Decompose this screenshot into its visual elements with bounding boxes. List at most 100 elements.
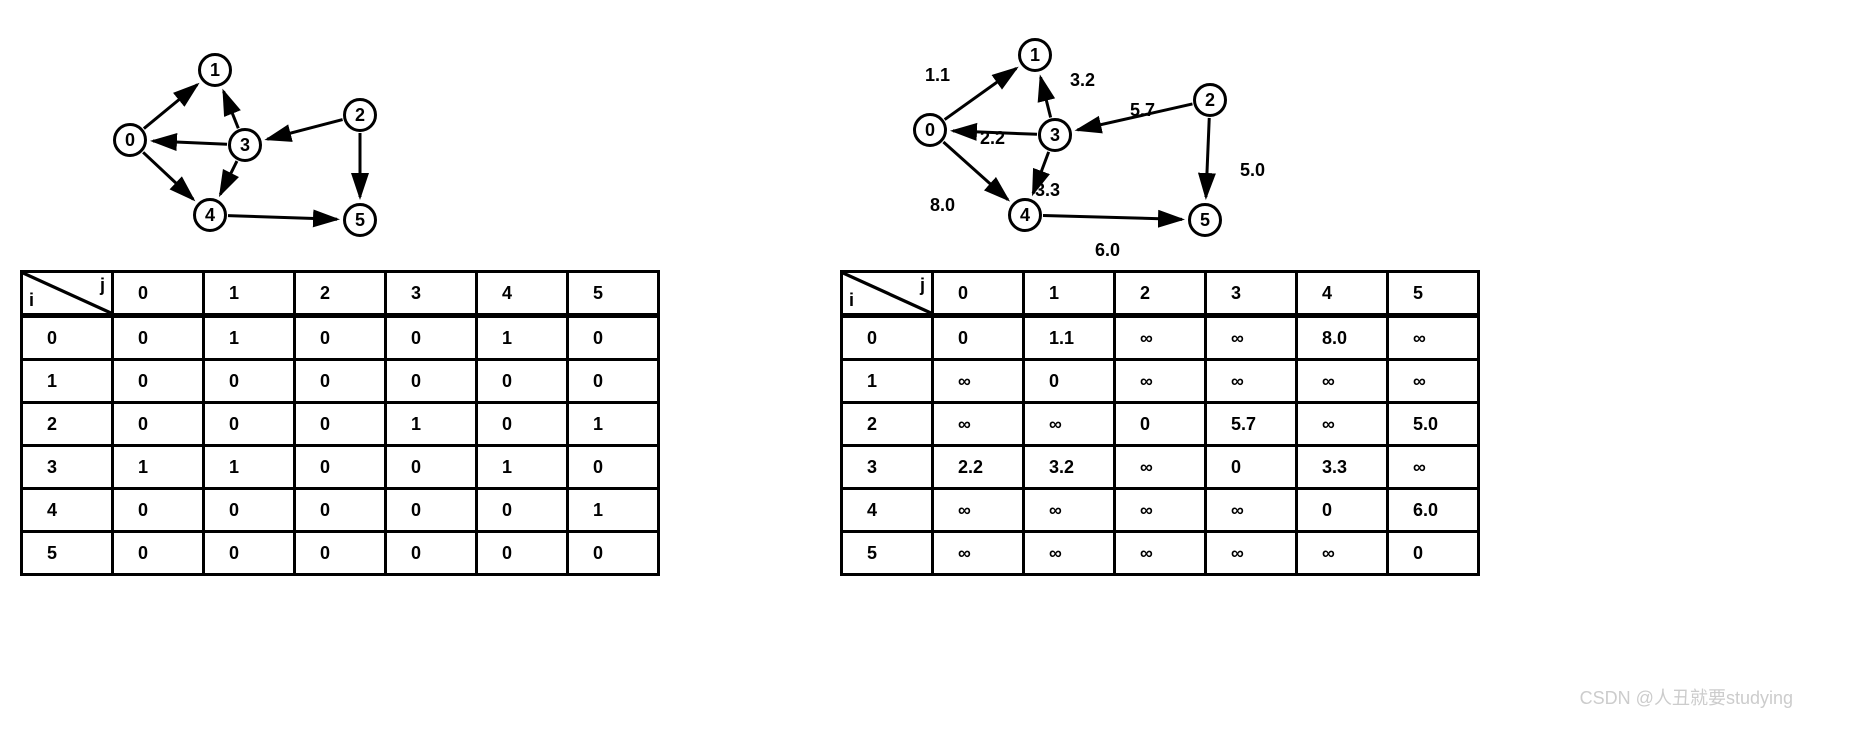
cell: ∞ [1388,316,1479,360]
cell: ∞ [933,489,1024,532]
cell: 0 [386,360,477,403]
cell: ∞ [1206,360,1297,403]
col-header: 1 [204,272,295,316]
cell: 6.0 [1388,489,1479,532]
edge-2-3 [267,120,342,140]
cell: ∞ [1206,489,1297,532]
cell: 0 [113,316,204,360]
edge-2-5 [1206,118,1209,197]
table-corner: ij [22,272,113,316]
cell: 0 [1297,489,1388,532]
cell: 0 [204,360,295,403]
cell: 0 [933,316,1024,360]
col-header: 1 [1024,272,1115,316]
cell: 1 [477,316,568,360]
cell: 0 [295,360,386,403]
col-axis-label: j [100,275,105,296]
edge-weight-3-1: 3.2 [1070,70,1095,91]
cell: 8.0 [1297,316,1388,360]
cell: 5.0 [1388,403,1479,446]
cell: ∞ [933,532,1024,575]
left-panel: 012345 ij0123450010010100000020001013110… [20,20,660,576]
cell: 1.1 [1024,316,1115,360]
edge-weight-2-5: 5.0 [1240,160,1265,181]
cell: 0 [1206,446,1297,489]
cell: 1 [204,316,295,360]
cell: 0 [295,316,386,360]
graph-node-2: 2 [1193,83,1227,117]
cell: 2.2 [933,446,1024,489]
edge-weight-2-3: 5.7 [1130,100,1155,121]
cell: 0 [386,532,477,575]
col-header: 3 [386,272,477,316]
cell: 0 [204,532,295,575]
cell: 1 [204,446,295,489]
cell: ∞ [1115,532,1206,575]
col-header: 0 [113,272,204,316]
cell: 0 [113,403,204,446]
edge-3-1 [1041,77,1051,117]
cell: 0 [295,446,386,489]
cell: ∞ [1115,360,1206,403]
edge-4-5 [1043,215,1182,219]
cell: 1 [386,403,477,446]
cell: 3.3 [1297,446,1388,489]
cell: ∞ [1115,316,1206,360]
cell: 0 [386,316,477,360]
edge-0-4 [943,142,1007,200]
edge-3-0 [153,141,227,144]
right-panel: 0123451.18.05.75.02.23.23.36.0 ij0123450… [840,20,1480,576]
cell: ∞ [1115,489,1206,532]
cell: ∞ [1206,316,1297,360]
cell: 1 [113,446,204,489]
cell: 0 [295,489,386,532]
cell: 0 [477,489,568,532]
col-header: 5 [1388,272,1479,316]
cell: 0 [477,403,568,446]
cell: 0 [386,446,477,489]
col-header: 5 [568,272,659,316]
right-graph-edges [840,20,1340,260]
col-header: 3 [1206,272,1297,316]
edge-0-1 [144,85,197,129]
graph-node-5: 5 [1188,203,1222,237]
cell: 1 [568,489,659,532]
right-graph: 0123451.18.05.75.02.23.23.36.0 [840,20,1340,260]
edge-0-4 [143,152,193,199]
cell: 5.7 [1206,403,1297,446]
cell: ∞ [933,403,1024,446]
cell: 0 [295,532,386,575]
cell: ∞ [1206,532,1297,575]
edge-weight-4-5: 6.0 [1095,240,1120,261]
cell: 0 [113,360,204,403]
cell: ∞ [1388,360,1479,403]
graph-node-3: 3 [228,128,262,162]
edge-3-1 [224,91,239,128]
edge-0-1 [945,68,1017,119]
cell: ∞ [1388,446,1479,489]
cell: 0 [568,446,659,489]
col-header: 2 [295,272,386,316]
row-axis-label: i [29,290,34,311]
cell: 1 [477,446,568,489]
left-graph: 012345 [20,20,520,260]
cell: 0 [1388,532,1479,575]
row-header: 5 [22,532,113,575]
edge-weight-0-4: 8.0 [930,195,955,216]
cell: ∞ [1024,532,1115,575]
cell: 0 [204,489,295,532]
row-header: 3 [22,446,113,489]
cell: 0 [568,316,659,360]
edge-4-5 [228,216,337,220]
cell: ∞ [1297,532,1388,575]
edge-weight-0-1: 1.1 [925,65,950,86]
graph-node-2: 2 [343,98,377,132]
graph-node-0: 0 [113,123,147,157]
left-adjacency-table: ij01234500100101000000200010131100104000… [20,270,660,576]
row-header: 0 [22,316,113,360]
cell: 0 [295,403,386,446]
row-header: 2 [842,403,933,446]
cell: 3.2 [1024,446,1115,489]
cell: 0 [477,360,568,403]
col-axis-label: j [920,275,925,296]
